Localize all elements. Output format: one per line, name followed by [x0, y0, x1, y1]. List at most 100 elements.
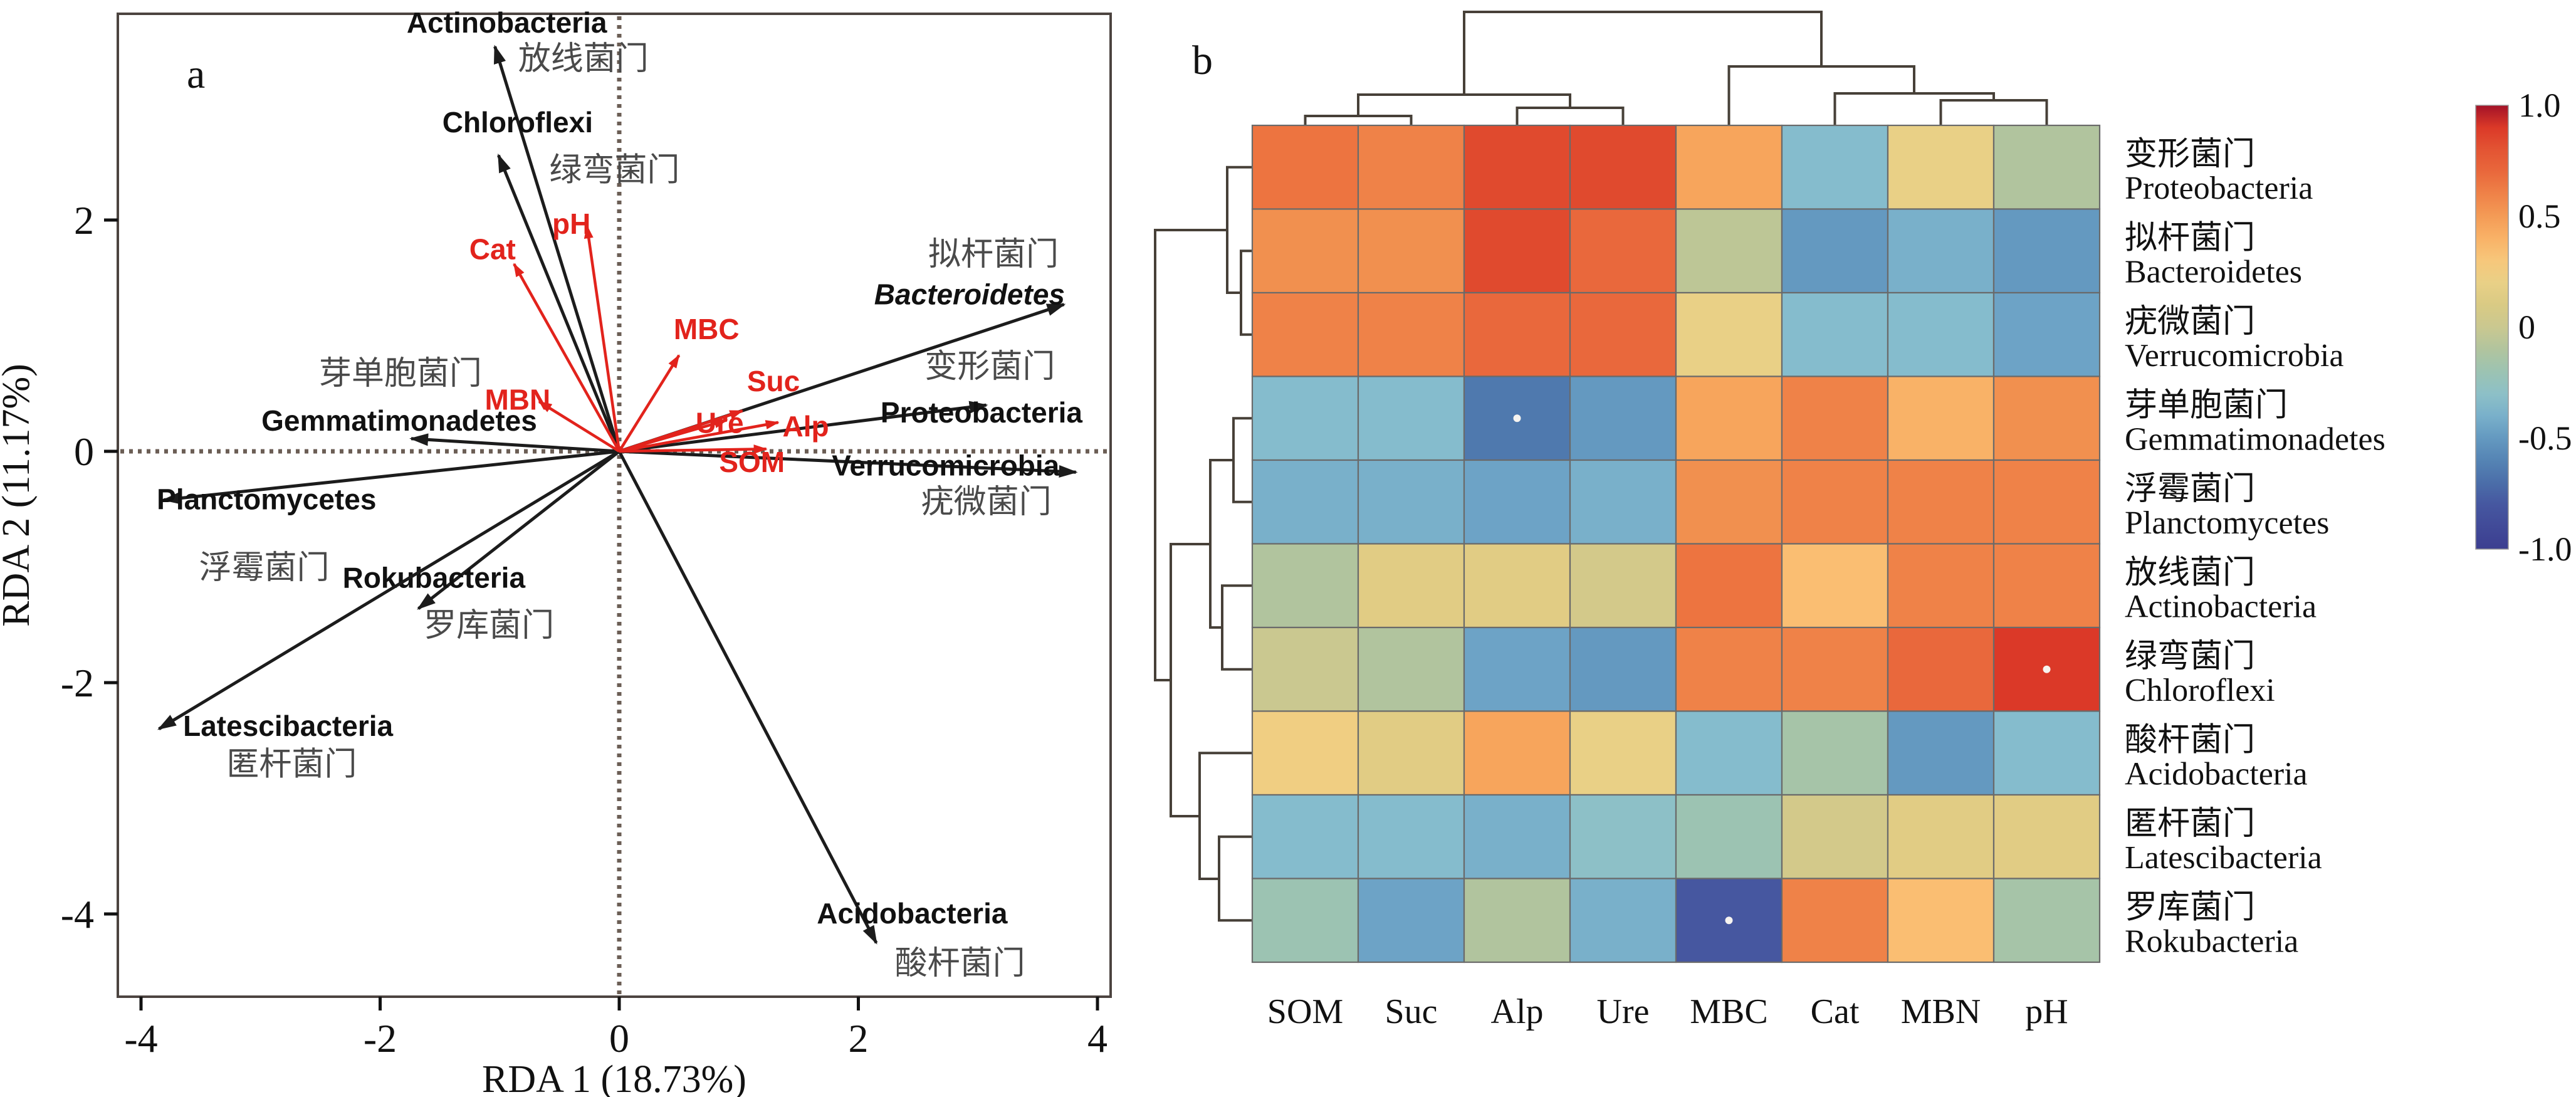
row-label-zh-actinobacteria: 放线菌门 — [2125, 555, 2255, 590]
heatmap-cell-acidobacteria-ure — [1569, 710, 1677, 796]
heatmap-cell-latescibacteria-ph — [1992, 794, 2101, 879]
axis-ticks — [104, 218, 1099, 1010]
species-name-zh: 浮霉菌门 — [199, 550, 329, 586]
heatmap-cell-proteobacteria-suc — [1357, 124, 1465, 210]
colorbar-tick-label: 1.0 — [2518, 87, 2561, 124]
heatmap-cell-proteobacteria-mbc — [1675, 124, 1783, 210]
row-label-en-chloroflexi: Chloroflexi — [2125, 673, 2275, 708]
species-name-en: Gemmatimonadetes — [261, 404, 537, 437]
species-name-zh: 芽单胞菌门 — [319, 356, 482, 392]
heatmap-cell-verrucomicrobia-mbc — [1675, 291, 1783, 377]
species-name-zh: 绿弯菌门 — [549, 152, 679, 188]
heatmap-cell-actinobacteria-som — [1251, 543, 1359, 629]
column-labels: SOM Suc Alp Ure MBC Cat MBN pH — [1267, 992, 2068, 1031]
species-name-en: Verrucomicrobia — [832, 449, 1059, 482]
colorbar: 1.0 0.5 0 -0.5 -1.0 — [2475, 87, 2572, 568]
row-label-en-bacteroidetes: Bacteroidetes — [2125, 254, 2302, 290]
column-label-suc: Suc — [1385, 992, 1438, 1031]
column-label-mbc: MBC — [1690, 992, 1768, 1031]
panel-a-label: a — [187, 51, 205, 97]
row-label-en-rokubacteria: Rokubacteria — [2125, 923, 2298, 959]
species-name-en: Actinobacteria — [407, 6, 607, 39]
heatmap-cell-chloroflexi-mbc — [1675, 626, 1783, 712]
heatmap-cell-latescibacteria-mbn — [1887, 794, 1995, 879]
row-label-zh-latescibacteria: 匿杆菌门 — [2125, 806, 2255, 842]
column-label-cat: Cat — [1811, 992, 1860, 1031]
heatmap-cell-rokubacteria-alp — [1463, 878, 1571, 963]
row-label-zh-chloroflexi: 绿弯菌门 — [2125, 638, 2255, 674]
arrow-line — [497, 153, 621, 452]
row-label-zh-proteobacteria: 变形菌门 — [2125, 137, 2255, 172]
heatmap-cell-actinobacteria-alp — [1463, 543, 1571, 629]
arrow-line — [619, 449, 1078, 478]
heatmap-cell-rokubacteria-suc — [1357, 878, 1465, 963]
heatmap-cell-acidobacteria-mbc — [1675, 710, 1783, 796]
colorbar-tick-label: 0.5 — [2518, 197, 2561, 235]
heatmap-cell-actinobacteria-ph — [1992, 543, 2101, 629]
heatmap-cell-chloroflexi-ure — [1569, 626, 1677, 712]
heatmap-cell-proteobacteria-ph — [1992, 124, 2101, 210]
heatmap-cell-gemmatimonadetes-mbc — [1675, 375, 1783, 461]
heatmap-cell-bacteroidetes-ure — [1569, 208, 1677, 294]
species-name-en: Planctomycetes — [157, 483, 376, 515]
heatmap-cell-bacteroidetes-alp — [1463, 208, 1571, 294]
y-tick-label: 0 — [74, 429, 94, 474]
x-tick-label: 2 — [849, 1016, 869, 1061]
species-name-zh: 罗库菌门 — [424, 608, 554, 644]
species-name-en: Proteobacteria — [881, 396, 1083, 429]
arrow-line — [417, 450, 620, 610]
column-label-alp: Alp — [1491, 992, 1544, 1031]
species-arrow-proteobacteria: Proteobacteria 变形菌门 — [619, 349, 1083, 453]
row-label-en-planctomycetes: Planctomycetes — [2125, 505, 2329, 541]
x-tick-label: -4 — [124, 1016, 157, 1061]
env-name: SOM — [719, 446, 785, 478]
species-name-zh: 匿杆菌门 — [226, 747, 357, 783]
arrow-line — [157, 449, 620, 730]
env-name: Cat — [469, 233, 516, 266]
species-arrow-planctomycetes: Planctomycetes 浮霉菌门 — [157, 449, 620, 586]
heatmap-cell-actinobacteria-suc — [1357, 543, 1465, 629]
heatmap-cell-planctomycetes-som — [1251, 459, 1359, 545]
colorbar-tick-labels: 1.0 0.5 0 -0.5 -1.0 — [2518, 87, 2572, 568]
species-name-en: Bacteroidetes — [874, 278, 1065, 311]
env-name: MBN — [484, 384, 550, 416]
significance-dots — [1513, 414, 2051, 925]
arrow-line — [619, 401, 988, 453]
arrow-line — [409, 433, 620, 453]
row-label-zh-planctomycetes: 浮霉菌门 — [2125, 471, 2255, 507]
dendrogram-lines — [1154, 11, 2048, 922]
species-arrow-chloroflexi: Chloroflexi 绿弯菌门 — [442, 106, 679, 452]
row-label-zh-verrucomicrobia: 疣微菌门 — [2125, 304, 2255, 340]
x-tick-label: 0 — [609, 1016, 629, 1061]
arrow-line — [619, 420, 780, 453]
heatmap-cell-proteobacteria-som — [1251, 124, 1359, 210]
arrow-line — [619, 419, 728, 453]
heatmap-cell-gemmatimonadetes-som — [1251, 375, 1359, 461]
heatmap-cell-gemmatimonadetes-ure — [1569, 375, 1677, 461]
x-tick-label: 4 — [1087, 1016, 1107, 1061]
heatmap-cell-actinobacteria-ure — [1569, 543, 1677, 629]
heatmap-cell-bacteroidetes-cat — [1781, 208, 1889, 294]
heatmap-cell-gemmatimonadetes-mbn — [1887, 375, 1995, 461]
colorbar-tick-label: -0.5 — [2518, 419, 2572, 457]
colorbar-tick-label: -1.0 — [2518, 530, 2572, 568]
env-arrow-mbc: MBC — [618, 313, 740, 453]
heatmap-cell-rokubacteria-ph — [1992, 878, 2101, 963]
heatmap-cell-verrucomicrobia-suc — [1357, 291, 1465, 377]
y-tick-label: -4 — [61, 892, 94, 937]
column-label-mbn: MBN — [1901, 992, 1981, 1031]
row-label-en-latescibacteria: Latescibacteria — [2125, 840, 2322, 876]
heatmap-cell-acidobacteria-alp — [1463, 710, 1571, 796]
species-name-en: Chloroflexi — [442, 106, 593, 139]
row-label-en-actinobacteria: Actinobacteria — [2125, 589, 2317, 624]
species-arrow-rokubacteria: Rokubacteria 罗库菌门 — [343, 450, 620, 644]
heatmap-cell-latescibacteria-alp — [1463, 794, 1571, 879]
heatmap-cell-planctomycetes-ph — [1992, 459, 2101, 545]
env-arrow-mbn: MBN — [484, 384, 620, 453]
heatmap-cell-verrucomicrobia-cat — [1781, 291, 1889, 377]
heatmap-cell-rokubacteria-som — [1251, 878, 1359, 963]
heatmap-cell-bacteroidetes-suc — [1357, 208, 1465, 294]
heatmap-cell-rokubacteria-mbn — [1887, 878, 1995, 963]
